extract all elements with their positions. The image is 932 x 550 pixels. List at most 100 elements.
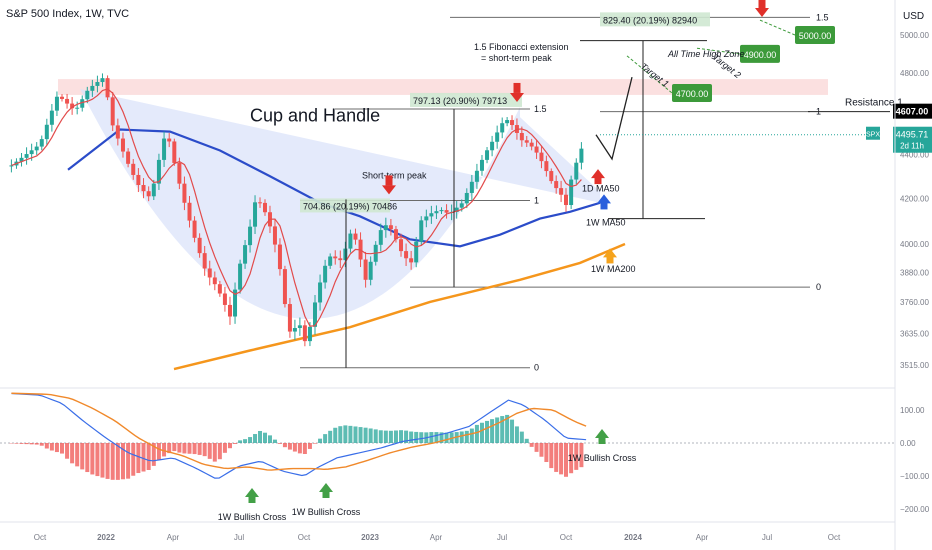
candle-body [253, 202, 258, 227]
candle-body [80, 99, 85, 108]
macd-histogram-bar [60, 443, 64, 454]
macd-histogram-bar [439, 432, 444, 443]
macd-axis-tick: 100.00 [900, 406, 925, 415]
candle-body [90, 85, 95, 91]
price-axis-tick: 3880.00 [900, 269, 929, 278]
candle-body [534, 146, 539, 153]
blue-arrow-ma50 [597, 194, 611, 204]
macd-histogram-bar [500, 416, 505, 443]
candle-body [141, 185, 146, 192]
candle-body [343, 248, 348, 261]
candle-body [388, 225, 393, 230]
candle-body [539, 152, 544, 162]
macd-histogram-bar [182, 443, 187, 454]
price-axis-tick: 4800.00 [900, 69, 929, 78]
target-2-line [696, 47, 741, 55]
measure-box-3 [600, 12, 710, 27]
macd-histogram-bar [323, 434, 328, 443]
price-axis-tick: 3635.00 [900, 330, 929, 339]
candle-body [151, 183, 156, 197]
bullish-cross-label: 1W Bullish Cross [218, 512, 287, 522]
fib-level-label: 1 [534, 196, 539, 206]
macd-histogram-bar [564, 443, 568, 477]
target-tag-label: 4900.00 [744, 50, 777, 60]
time-axis-tick: Apr [167, 533, 180, 542]
macd-histogram-bar [248, 437, 253, 443]
macd-histogram-bar [539, 443, 544, 457]
macd-histogram-bar [141, 443, 146, 472]
red-arrow-top [755, 8, 769, 17]
macd-histogram-bar [222, 443, 227, 453]
last-price-text: 4495.71 [896, 130, 929, 140]
resistance-price-text: 4607.00 [896, 107, 929, 117]
candle-body [172, 141, 177, 163]
fib-title-line-1: 1.5 Fibonacci extension [474, 42, 569, 52]
candle-body [29, 150, 34, 155]
bullish-cross-arrow-stem [598, 434, 606, 444]
orange-arrow-ma200 [603, 248, 617, 258]
candle-body [439, 210, 444, 212]
candle-body [177, 162, 182, 184]
target-tag [672, 83, 712, 102]
spx-symbol-box [866, 126, 880, 140]
candle-body [559, 188, 564, 195]
ma200-line [173, 242, 626, 371]
macd-histogram-bar [474, 424, 479, 443]
bullish-cross-arrow [319, 483, 333, 492]
macd-histogram-bar [267, 435, 272, 443]
macd-histogram-bar [238, 440, 243, 443]
candle-body [182, 183, 187, 203]
macd-histogram-bar [307, 443, 312, 449]
countdown-text: 2d 11h [900, 142, 924, 151]
price-axis-tick: 3515.00 [900, 361, 929, 370]
time-axis-tick: Jul [762, 533, 772, 542]
macd-histogram-bar [34, 443, 39, 445]
candle-body [243, 245, 248, 264]
macd-histogram-bar [243, 439, 248, 443]
macd-line [11, 392, 587, 479]
macd-histogram-bar [187, 443, 192, 454]
macd-histogram-bar [212, 443, 217, 462]
macd-histogram-bar [115, 443, 120, 480]
measure-label-3: 829.40 (20.19%) 82940 [603, 15, 697, 25]
macd-histogram-bar [85, 443, 90, 473]
time-axis-tick: Jul [497, 533, 507, 542]
short-ma-line [11, 88, 582, 327]
candle-body [510, 120, 515, 126]
candle-body [383, 225, 388, 231]
red-arrow-ma [591, 169, 605, 179]
candle-body [110, 97, 115, 126]
short-term-peak-label: Short-term peak [362, 170, 427, 180]
macd-histogram-bar [505, 414, 510, 443]
candle-body [328, 256, 333, 266]
macd-histogram-bar [19, 443, 24, 444]
bullish-cross-arrow-stem [248, 493, 256, 503]
macd-histogram-bar [65, 443, 70, 459]
candle-body [429, 213, 434, 217]
price-axis-tick: 5000.00 [900, 31, 929, 40]
candle-body [100, 78, 105, 83]
candle-body [505, 120, 510, 124]
macd-histogram-bar [162, 443, 167, 457]
candle-body [579, 148, 584, 163]
macd-histogram-bar [282, 443, 287, 448]
candle-body [474, 170, 479, 182]
candle-body [292, 328, 297, 332]
time-axis-tick: Oct [34, 533, 47, 542]
candle-body [95, 82, 100, 86]
candle-body [238, 263, 243, 290]
time-axis-tick: Apr [696, 533, 709, 542]
time-axis-tick: 2024 [624, 533, 642, 542]
time-axis-tick: 2022 [97, 533, 115, 542]
macd-histogram-bar [100, 443, 105, 478]
candle-body [272, 226, 277, 245]
macd-histogram-bar [167, 443, 172, 454]
time-axis-tick: Oct [298, 533, 311, 542]
candle-body [9, 165, 14, 167]
chart-title: S&P 500 Index, 1W, TVC [6, 8, 130, 20]
projection-path [595, 76, 633, 161]
candle-body [167, 138, 172, 142]
macd-histogram-bar [534, 443, 539, 452]
macd-histogram-bar [378, 430, 383, 443]
